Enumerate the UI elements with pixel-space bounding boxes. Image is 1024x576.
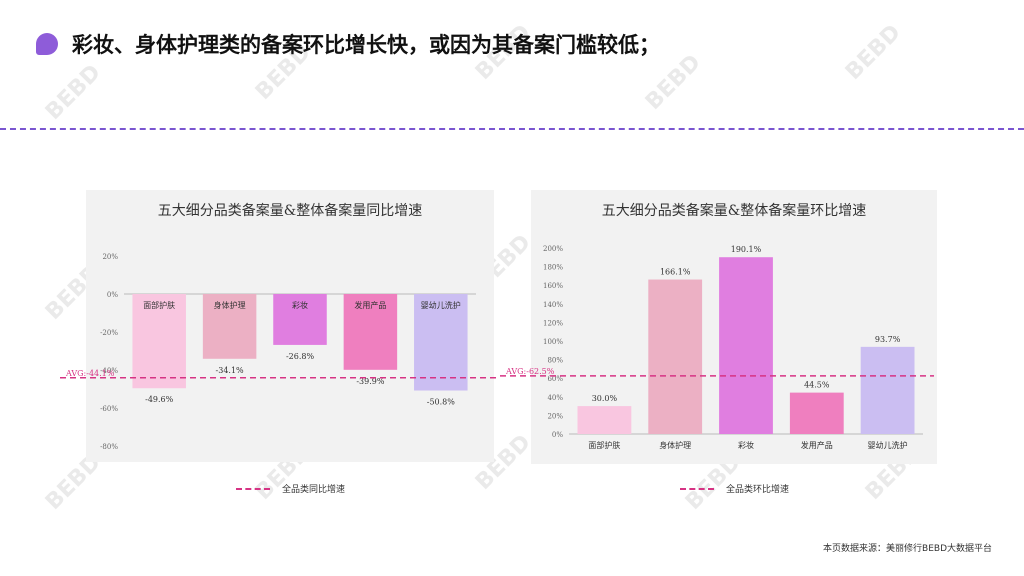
legend-label-yoy: 全品类同比增速 bbox=[282, 485, 346, 495]
y-tick-label: 180% bbox=[543, 264, 563, 272]
chart-panel-yoy: 五大细分品类备案量&整体备案量同比增速 20% 0% -20% -40% -60% -80… bbox=[86, 190, 494, 462]
chart-yoy-svg: 20% 0% -20% -40% -60% -80% -49.6% 面部护肤 -34.1% 身体护… bbox=[100, 253, 476, 451]
y-tick-label: 120% bbox=[543, 319, 563, 327]
y-tick-label: -60% bbox=[100, 405, 118, 413]
data-source: 本页数据来源：美丽修行BEBD大数据平台 bbox=[823, 544, 992, 554]
data-label: -49.6% bbox=[145, 395, 174, 404]
y-tick-label: 160% bbox=[543, 282, 563, 290]
x-tick-label: 身体护理 bbox=[214, 300, 246, 310]
chart-title-mom: 五大细分品类备案量&整体备案量环比增速 bbox=[601, 203, 867, 219]
y-tick-label: 20% bbox=[102, 253, 118, 261]
data-label: 44.5% bbox=[804, 381, 830, 390]
y-tick-label: 200% bbox=[543, 245, 563, 253]
data-label: -39.9% bbox=[356, 377, 385, 386]
bar bbox=[577, 406, 632, 434]
watermark-text: BEBD bbox=[840, 20, 906, 85]
x-tick-label: 彩妆 bbox=[292, 300, 308, 310]
y-tick-label: -40% bbox=[100, 367, 118, 375]
y-tick-label: 40% bbox=[547, 394, 563, 402]
y-tick-label: 100% bbox=[543, 338, 563, 346]
y-tick-label: -80% bbox=[100, 443, 118, 451]
bar bbox=[719, 257, 773, 434]
chart-panel-mom: 五大细分品类备案量&整体备案量环比增速 0% 20% 40% 60% 80% 100% 12… bbox=[531, 190, 937, 464]
bar bbox=[648, 279, 703, 434]
y-tick-label: 0% bbox=[552, 431, 563, 439]
x-tick-label: 发用产品 bbox=[354, 300, 386, 310]
x-tick-label: 面部护肤 bbox=[143, 300, 175, 310]
legend-dash-icon bbox=[236, 487, 270, 490]
data-label: 166.1% bbox=[660, 268, 691, 277]
legend-dash-icon bbox=[680, 487, 714, 490]
x-tick-label: 发用产品 bbox=[801, 440, 833, 450]
x-tick-label: 婴幼儿洗护 bbox=[868, 440, 908, 450]
legend-mom: 全品类环比增速 bbox=[680, 482, 789, 495]
x-tick-label: 面部护肤 bbox=[588, 440, 620, 450]
y-tick-label: 0% bbox=[107, 291, 118, 299]
x-tick-label: 婴幼儿洗护 bbox=[421, 300, 461, 310]
bar bbox=[202, 294, 257, 359]
data-label: -34.1% bbox=[216, 366, 245, 375]
data-label: -26.8% bbox=[286, 352, 315, 361]
y-tick-label: -20% bbox=[100, 329, 118, 337]
y-tick-label: 20% bbox=[547, 412, 563, 420]
y-tick-label: 80% bbox=[547, 357, 563, 365]
bar bbox=[273, 294, 327, 345]
data-label: 190.1% bbox=[731, 245, 762, 254]
data-label: 93.7% bbox=[875, 335, 901, 344]
data-label: 30.0% bbox=[592, 394, 618, 403]
chart-mom-svg: 0% 20% 40% 60% 80% 100% 120% 140% 160% 180% 200% 30… bbox=[543, 245, 923, 450]
title-bullet-icon bbox=[36, 33, 58, 55]
x-tick-label: 彩妆 bbox=[738, 440, 754, 450]
y-tick-label: 140% bbox=[543, 301, 563, 309]
header: 彩妆、身体护理类的备案环比增长快，或因为其备案门槛较低； bbox=[36, 28, 660, 60]
legend-label-mom: 全品类环比增速 bbox=[726, 485, 790, 495]
bar bbox=[414, 294, 468, 391]
bar bbox=[132, 294, 186, 389]
watermark-text: BEBD bbox=[40, 60, 106, 125]
bar bbox=[860, 346, 915, 434]
dashed-divider bbox=[0, 128, 1024, 130]
y-tick-label: 60% bbox=[547, 375, 563, 383]
page-title: 彩妆、身体护理类的备案环比增长快，或因为其备案门槛较低； bbox=[72, 33, 660, 57]
x-tick-label: 身体护理 bbox=[659, 440, 691, 450]
bar bbox=[343, 294, 398, 370]
legend-yoy: 全品类同比增速 bbox=[236, 482, 345, 495]
bar bbox=[789, 392, 844, 434]
data-label: -50.8% bbox=[427, 398, 456, 407]
chart-title-yoy: 五大细分品类备案量&整体备案量同比增速 bbox=[157, 203, 423, 219]
